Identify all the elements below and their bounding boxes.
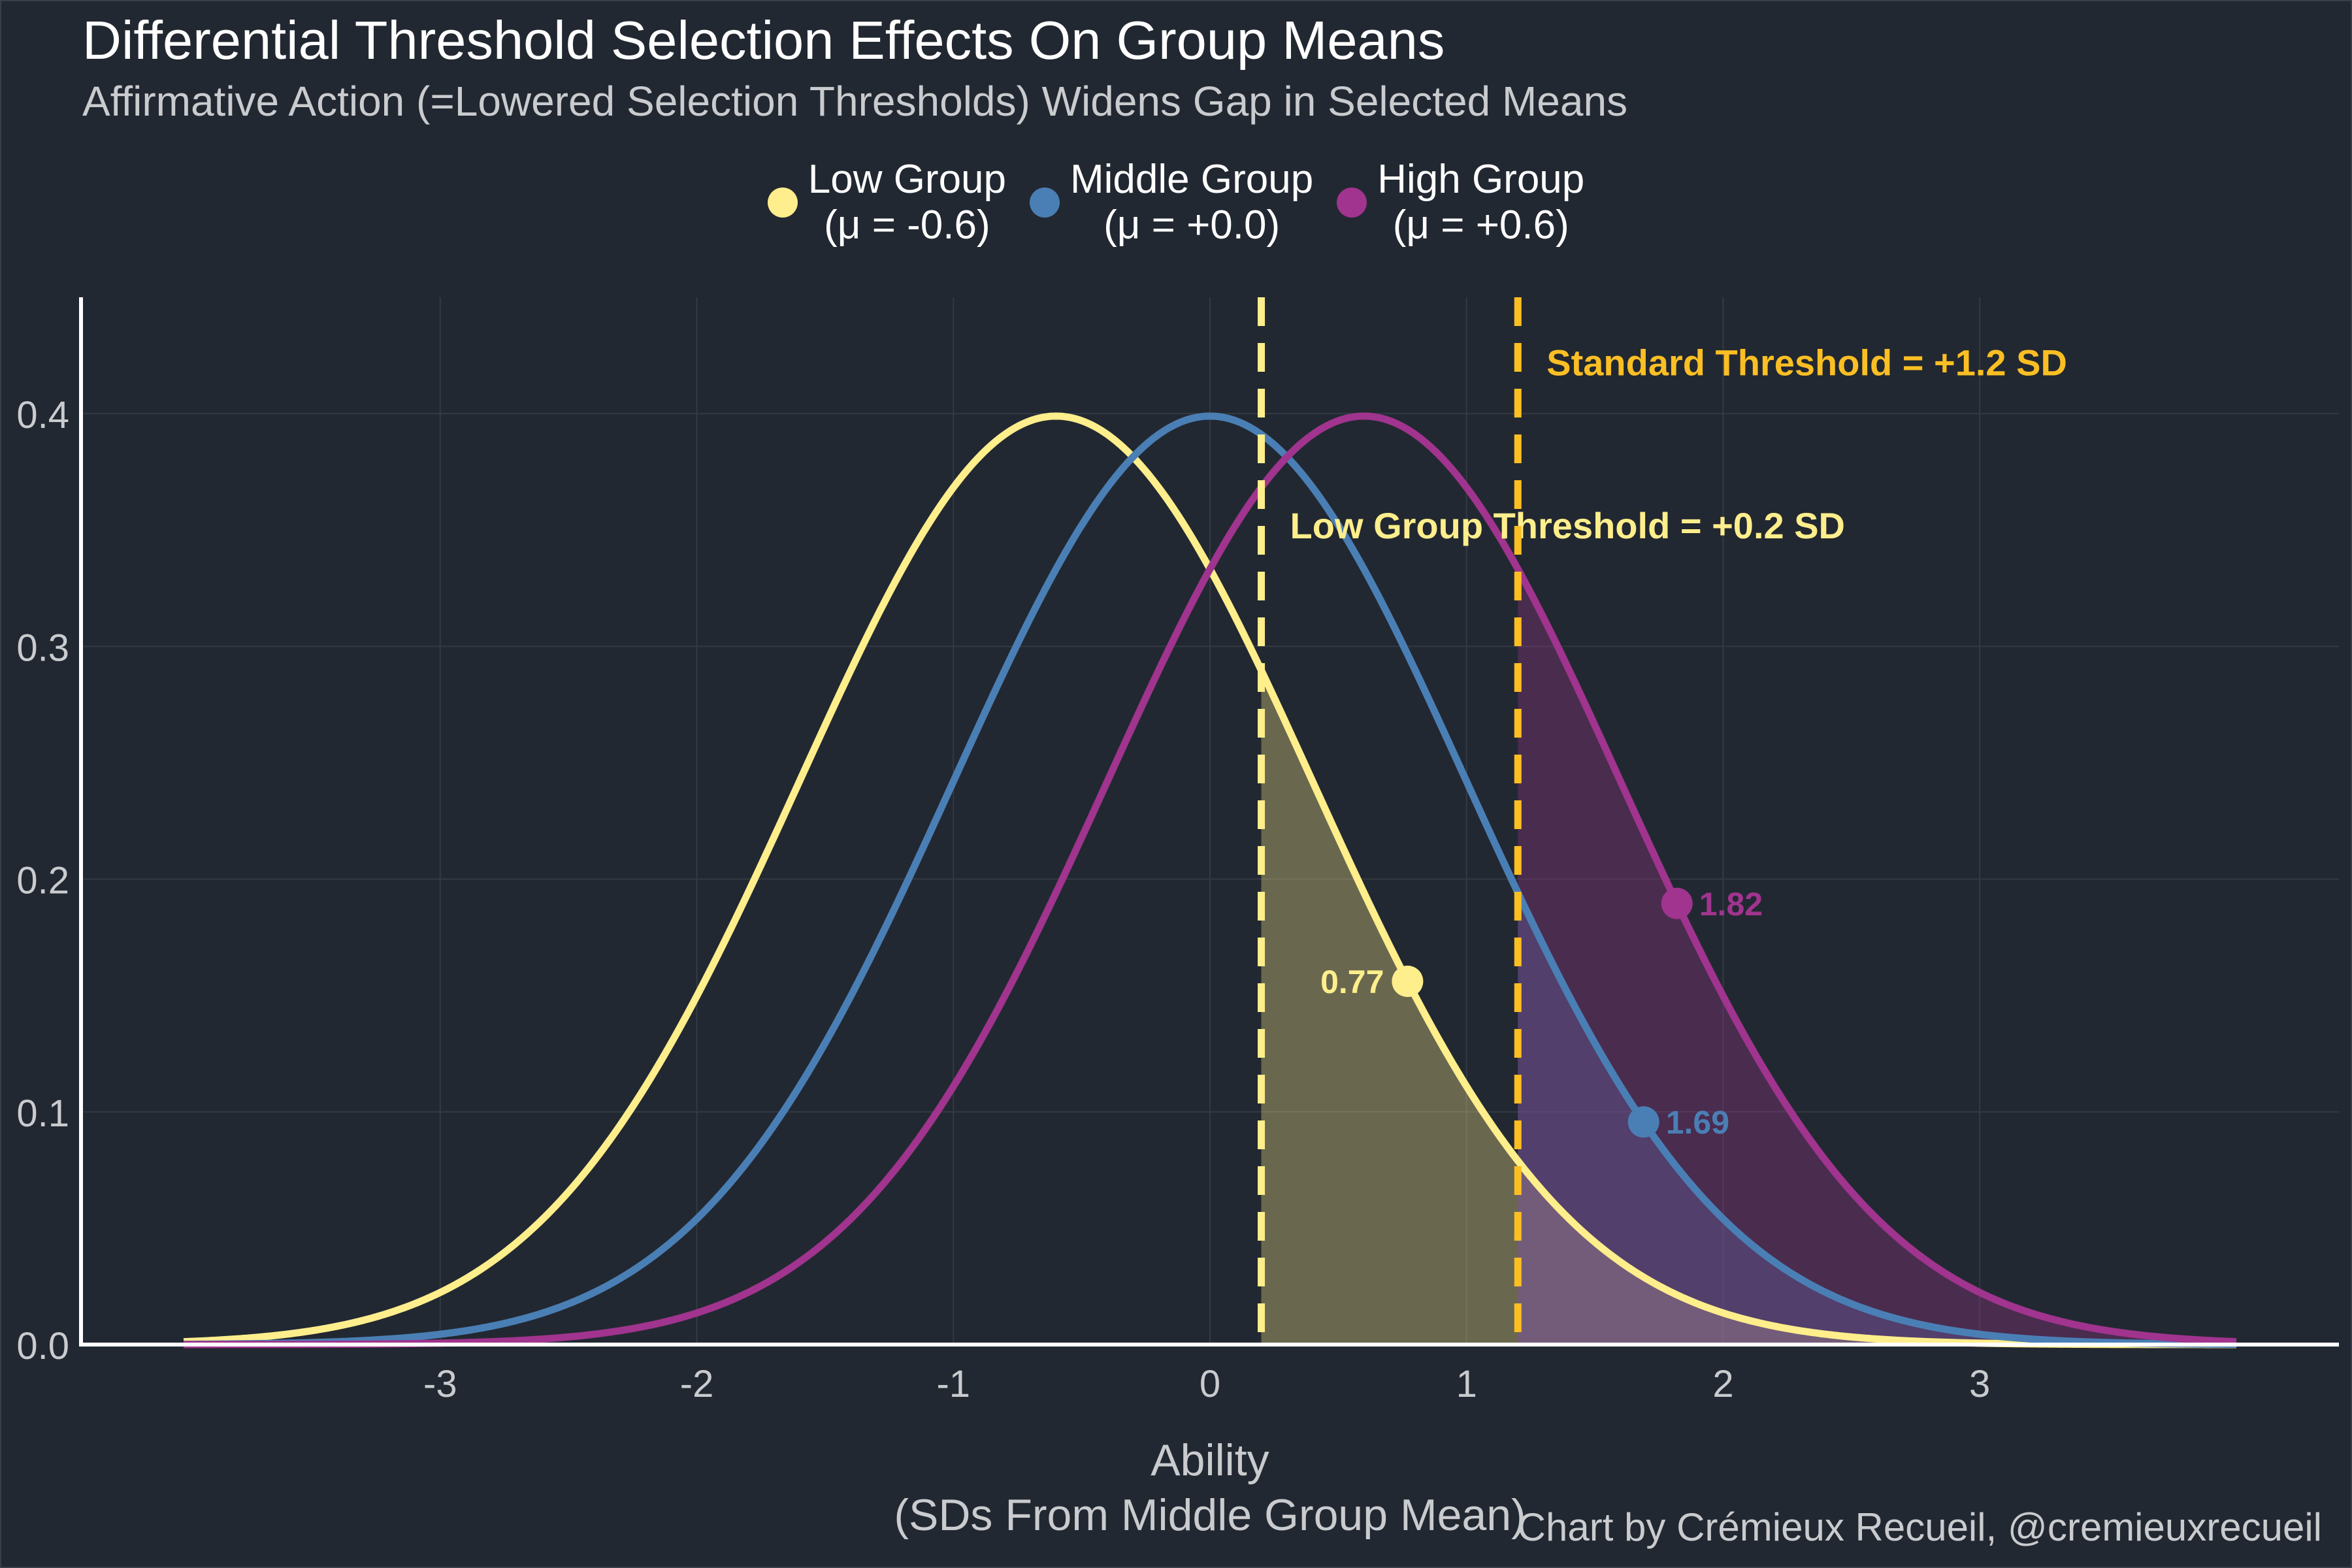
legend-label-low: Low Group (μ = -0.6) xyxy=(808,157,1006,248)
selected-mean-label: 0.77 xyxy=(1320,964,1384,1000)
x-tick-label: 0 xyxy=(1200,1363,1220,1405)
legend-mean-low: (μ = -0.6) xyxy=(824,203,990,248)
threshold-layer: Low Group Threshold = +0.2 SD Standard Th… xyxy=(1258,297,2067,1345)
legend-mean-high: (μ = +0.6) xyxy=(1392,203,1569,248)
x-tick-label: -2 xyxy=(680,1363,714,1405)
axis-layer: 0.0 0.1 0.2 0.3 0.4 -3 -2 -1 0 1 2 3 xyxy=(16,297,2339,1405)
x-axis-subtitle: (SDs From Middle Group Mean) xyxy=(894,1490,1526,1540)
chart-subtitle: Affirmative Action (=Lowered Selection T… xyxy=(82,78,1628,125)
legend-item-low: Low Group (μ = -0.6) xyxy=(767,157,1006,248)
legend-mean-middle: (μ = +0.0) xyxy=(1103,203,1281,248)
caption: Chart by Crémieux Recueil, @cremieuxrecu… xyxy=(1517,1505,2322,1549)
legend-swatch-middle xyxy=(1030,188,1060,218)
legend: Low Group (μ = -0.6) Middle Group (μ = +… xyxy=(0,157,2352,248)
x-tick-label: 2 xyxy=(1712,1363,1733,1405)
chart-title: Differential Threshold Selection Effects… xyxy=(82,10,1445,71)
y-tick-label: 0.2 xyxy=(16,860,69,902)
shaded-tail xyxy=(1518,568,2236,1345)
shaded-tail xyxy=(1261,670,2236,1345)
legend-swatch-low xyxy=(767,188,798,218)
density-curve xyxy=(182,412,2238,1348)
legend-name-high: High Group xyxy=(1377,157,1585,202)
x-tick-label: 1 xyxy=(1456,1363,1477,1405)
x-tick-label: -3 xyxy=(423,1363,457,1405)
threshold-label: Standard Threshold = +1.2 SD xyxy=(1546,342,2067,384)
threshold-label: Low Group Threshold = +0.2 SD xyxy=(1290,505,1845,546)
legend-swatch-high xyxy=(1337,188,1367,218)
legend-name-low: Low Group xyxy=(808,157,1007,202)
x-tick-label: -1 xyxy=(936,1363,970,1405)
density-curve xyxy=(182,412,2238,1348)
legend-item-high: High Group (μ = +0.6) xyxy=(1337,157,1584,248)
y-tick-label: 0.3 xyxy=(16,627,69,669)
point-layer: 0.77 1.69 1.82 xyxy=(1320,886,1763,1141)
shade-layer xyxy=(1261,568,2236,1345)
legend-name-middle: Middle Group xyxy=(1070,157,1314,202)
shaded-tail xyxy=(1518,892,2236,1345)
y-tick-label: 0.1 xyxy=(16,1092,69,1135)
grid-layer xyxy=(81,297,2339,1345)
curve-layer xyxy=(182,412,2238,1348)
legend-label-high: High Group (μ = +0.6) xyxy=(1377,157,1584,248)
y-tick-label: 0.4 xyxy=(16,394,69,436)
selected-mean-point xyxy=(1392,966,1424,998)
selected-mean-label: 1.69 xyxy=(1666,1104,1729,1141)
legend-label-middle: Middle Group (μ = +0.0) xyxy=(1070,157,1313,248)
x-tick-label: 3 xyxy=(1969,1363,1990,1405)
y-tick-label: 0.0 xyxy=(16,1325,69,1367)
x-axis-title: Ability xyxy=(1151,1435,1269,1485)
selected-mean-label: 1.82 xyxy=(1699,886,1763,923)
selected-mean-point xyxy=(1661,887,1693,919)
selected-mean-point xyxy=(1627,1106,1659,1138)
legend-item-middle: Middle Group (μ = +0.0) xyxy=(1030,157,1313,248)
